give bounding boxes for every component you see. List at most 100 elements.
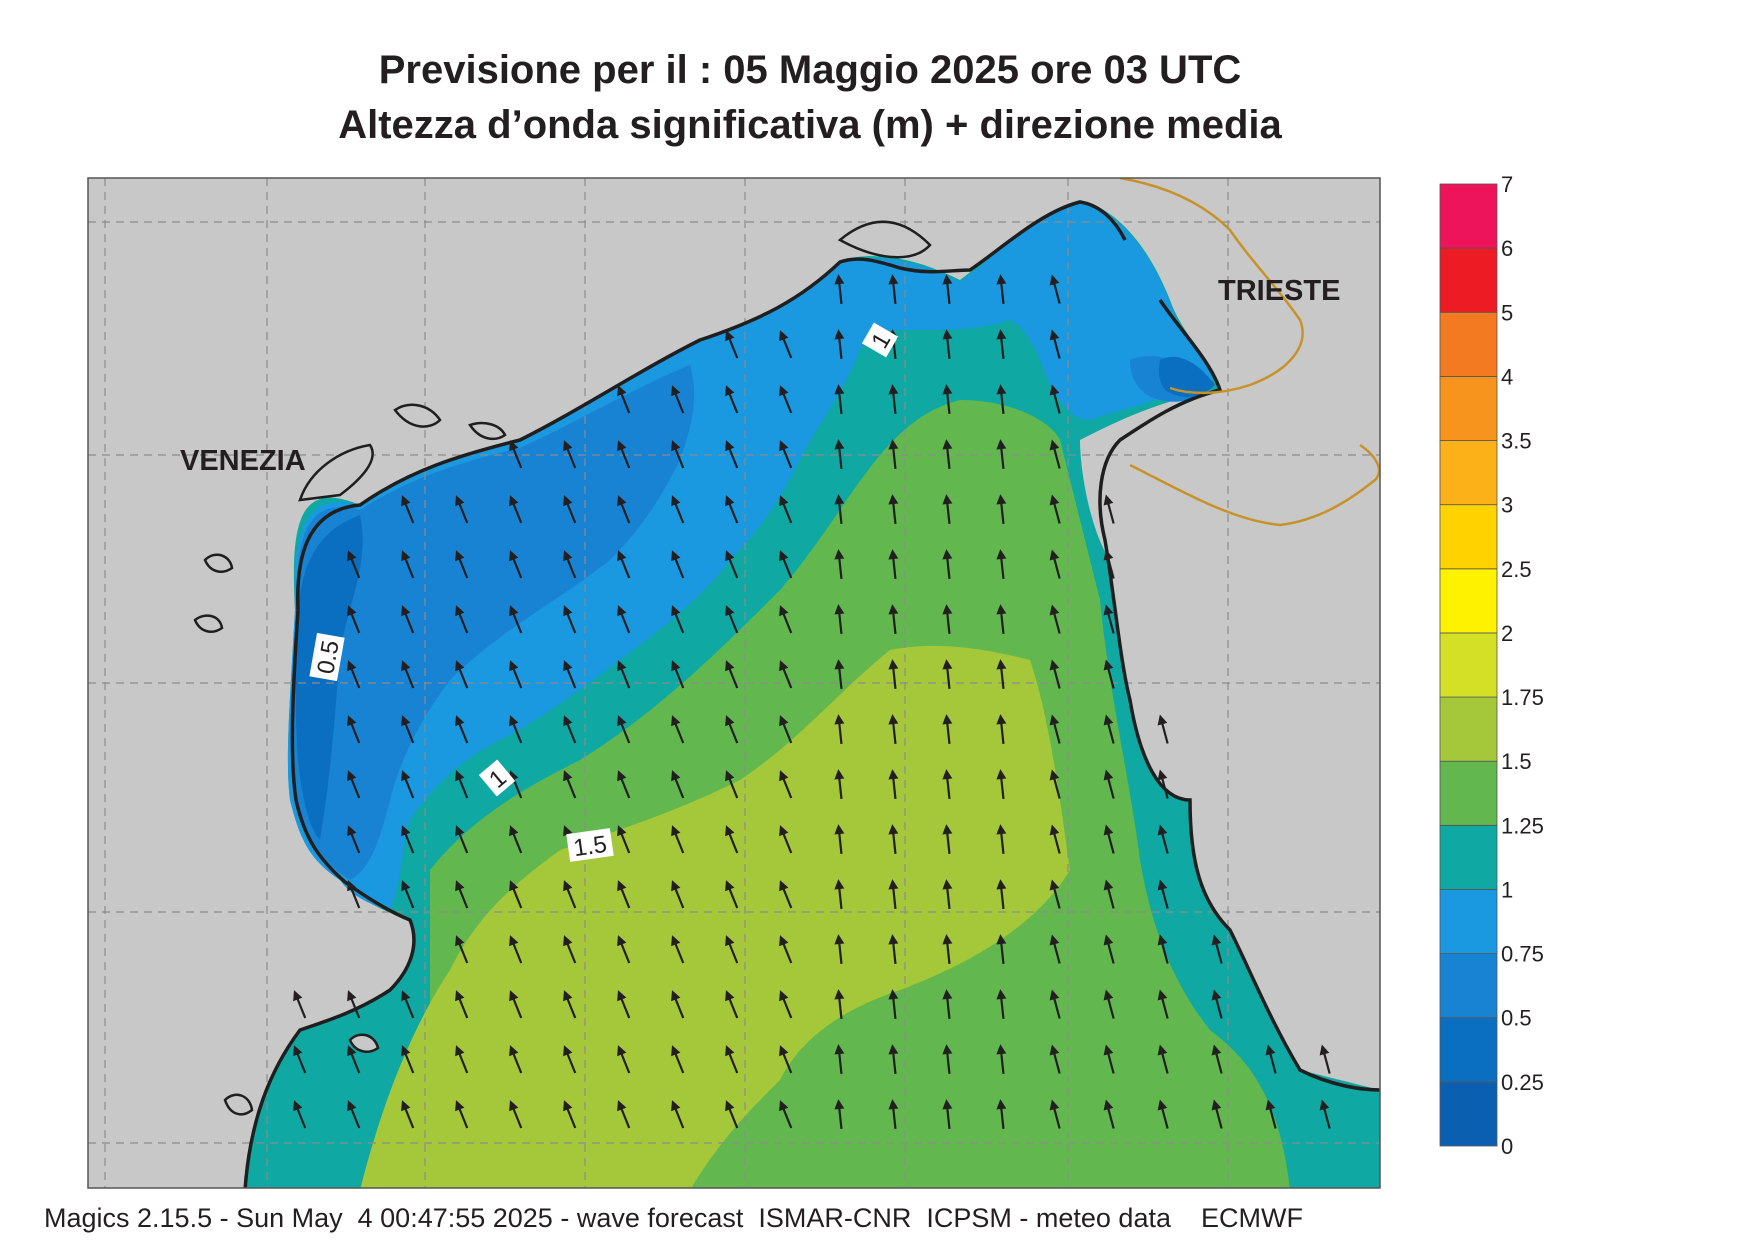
wave-direction-arrow [1103, 769, 1115, 799]
wave-direction-arrow [1049, 714, 1061, 744]
wave-direction-arrow [834, 769, 845, 800]
wave-direction-arrow [942, 659, 953, 690]
wave-direction-arrow [509, 825, 523, 854]
colorbar-swatch [1439, 632, 1498, 698]
wave-direction-arrow [1103, 549, 1115, 579]
wave-direction-arrow [779, 715, 793, 744]
wave-direction-arrow [779, 330, 793, 359]
colorbar-tick-label: 0.75 [1501, 942, 1544, 967]
colorbar-tick-label: 0.5 [1501, 1006, 1532, 1031]
wave-direction-arrow [996, 879, 1007, 910]
wave-direction-arrow [888, 824, 899, 855]
wave-direction-arrow [455, 660, 469, 689]
wave-direction-arrow [293, 990, 307, 1019]
wave-direction-arrow [942, 879, 953, 910]
wave-direction-arrow [563, 770, 577, 799]
wave-direction-arrow [617, 1045, 631, 1074]
wave-direction-arrow [1103, 934, 1115, 964]
wave-direction-arrow [563, 550, 577, 579]
map-subtitle: Altezza d’onda significativa (m) + direz… [338, 103, 1282, 147]
wave-direction-arrow [455, 880, 469, 909]
wave-direction-arrow [455, 550, 469, 579]
wave-direction-arrow [671, 935, 685, 964]
wave-direction-arrow [509, 935, 523, 964]
wave-direction-arrow [509, 660, 523, 689]
wave-direction-arrow [996, 329, 1007, 360]
wave-direction-arrow [888, 604, 899, 635]
wave-direction-arrow [401, 1045, 415, 1074]
wave-direction-arrow [617, 990, 631, 1019]
wave-direction-arrow [996, 769, 1007, 800]
wave-direction-arrow [617, 660, 631, 689]
wave-direction-arrow [617, 440, 631, 469]
wave-direction-arrow [888, 989, 899, 1020]
wave-direction-arrow [779, 495, 793, 524]
colorbar-swatch [1439, 375, 1498, 441]
wave-direction-arrow [1103, 824, 1115, 854]
wave-direction-arrow [509, 880, 523, 909]
wave-direction-arrow [671, 550, 685, 579]
wave-direction-arrow [1049, 989, 1061, 1019]
wave-direction-arrow [563, 1100, 577, 1129]
wave-direction-arrow [563, 715, 577, 744]
national-border [1119, 178, 1380, 527]
wave-direction-arrow [617, 550, 631, 579]
wave-direction-arrow [996, 439, 1007, 470]
wave-direction-arrow [996, 934, 1007, 965]
wave-direction-arrow [509, 1045, 523, 1074]
colorbar-tick-label: 7 [1501, 172, 1513, 197]
wave-direction-arrow [779, 825, 793, 854]
colorbar-tick-label: 1.5 [1501, 749, 1532, 774]
colorbar-tick-label: 1 [1501, 877, 1513, 902]
wave-direction-arrow [1049, 1044, 1061, 1074]
colorbar-tick-label: 2 [1501, 621, 1513, 646]
colorbar-swatch [1439, 824, 1498, 890]
wave-direction-arrow [725, 495, 739, 524]
wave-direction-arrow [455, 1045, 469, 1074]
wave-direction-arrow [401, 825, 415, 854]
colorbar-tick-label: 3 [1501, 493, 1513, 518]
wave-direction-arrow [671, 1100, 685, 1129]
wave-direction-arrow [725, 1100, 739, 1129]
wave-direction-arrow [888, 439, 899, 470]
wave-direction-arrow [942, 769, 953, 800]
wave-direction-arrow [888, 274, 899, 305]
wave-direction-arrow [725, 330, 739, 359]
wave-direction-arrow [563, 495, 577, 524]
colorbar-swatch [1439, 247, 1498, 313]
wave-direction-arrow [834, 439, 845, 470]
city-label-trieste: TRIESTE [1218, 275, 1340, 307]
wave-direction-arrow [617, 715, 631, 744]
wave-direction-arrow [942, 824, 953, 855]
wave-direction-arrow [1103, 1099, 1115, 1129]
wave-direction-arrow [617, 770, 631, 799]
wave-direction-arrow [1103, 604, 1115, 634]
wave-direction-arrow [617, 825, 631, 854]
wave-direction-arrow [942, 714, 953, 745]
wave-direction-arrow [996, 1044, 1007, 1075]
wave-direction-arrow [455, 935, 469, 964]
wave-direction-arrow [942, 384, 953, 415]
wave-direction-arrow [1211, 1099, 1223, 1129]
wave-direction-arrow [1157, 1099, 1169, 1129]
wave-direction-arrow [563, 660, 577, 689]
wave-direction-arrow [617, 935, 631, 964]
colorbar-swatch [1439, 568, 1498, 634]
wave-direction-arrow [834, 714, 845, 745]
contour-label: 0.5 [312, 638, 344, 676]
footer-credits: Magics 2.15.5 - Sun May 4 00:47:55 2025 … [44, 1203, 1303, 1233]
wave-direction-arrow [725, 770, 739, 799]
wave-direction-arrow [617, 385, 631, 414]
wave-direction-arrow [1103, 494, 1115, 524]
colorbar-swatch [1439, 1081, 1498, 1147]
sea-band-0.5-0.75 [292, 356, 1211, 880]
wave-direction-arrow [834, 274, 845, 305]
wave-direction-arrow [1049, 549, 1061, 579]
wave-direction-arrow [563, 605, 577, 634]
wave-direction-arrow [834, 879, 845, 910]
wave-direction-arrow [401, 880, 415, 909]
wave-direction-arrow [671, 495, 685, 524]
wave-direction-arrow [671, 880, 685, 909]
wave-direction-arrow [455, 990, 469, 1019]
wave-direction-arrow [725, 990, 739, 1019]
